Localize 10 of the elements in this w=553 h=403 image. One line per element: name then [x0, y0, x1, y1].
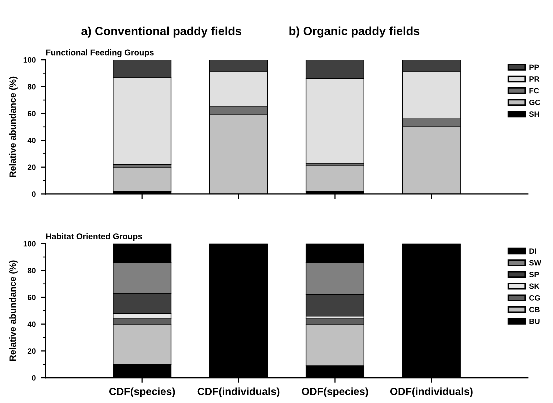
x-tick-label: CDF(species) [109, 388, 176, 398]
chart-title: Habitat Oriented Groups [46, 233, 142, 242]
x-tick-label: CDF(individuals) [198, 388, 280, 398]
text: a) Conventional paddy fields [82, 26, 242, 38]
x-tick-label: ODF(individuals) [390, 388, 473, 398]
x-tick-label: ODF(species) [302, 388, 368, 398]
chart-title: Functional Feeding Groups [46, 50, 154, 58]
text: b) Organic paddy fields [290, 26, 420, 38]
y-axis-title: Relative abundance (%) [9, 76, 18, 178]
y-axis-title: Relative abundance (%) [9, 260, 18, 361]
